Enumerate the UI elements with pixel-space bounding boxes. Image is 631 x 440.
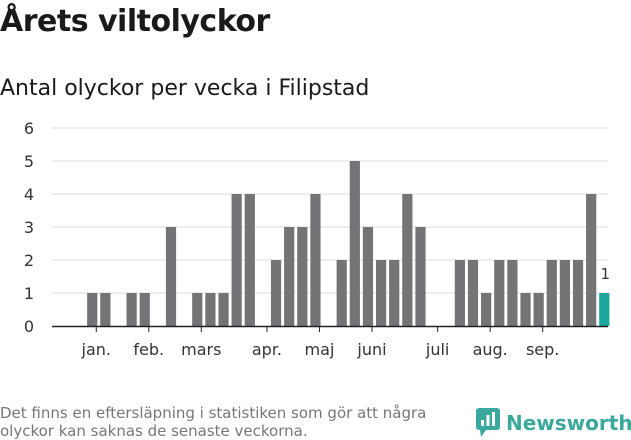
bar [192,293,203,326]
bar [586,194,597,326]
y-axis-ticks: 0 1 2 3 4 5 6 [24,119,34,336]
bar [270,260,282,326]
bar [165,227,177,326]
bar-current-week [599,293,610,326]
x-tick-label: aug. [473,340,508,359]
chart-title: Årets viltolyckor [0,4,270,39]
bar [297,227,308,326]
bar [481,293,492,326]
x-axis-ticks: jan. feb. mars apr. maj juni juli aug. sep. [81,326,559,359]
brand-name: Newsworthy [506,411,631,435]
grid-lines [52,127,608,294]
bar [205,293,216,326]
bar [494,260,505,326]
x-tick-label: mars [181,340,221,359]
brand-logo[interactable]: Newsworthy [476,408,631,438]
bars [87,161,610,326]
bar [454,260,465,326]
x-tick-label: juli [425,340,449,359]
bar [546,260,557,326]
bar [87,293,98,326]
y-tick-label: 1 [24,284,34,303]
bar-chart: 0 1 2 3 4 5 6 jan. feb. mars apr. maj juni juli aug. s… [24,119,611,359]
bar [375,260,387,326]
bar [349,161,360,326]
y-tick-label: 5 [24,152,34,171]
bar [572,260,584,326]
bar [284,227,295,326]
bar [402,194,413,326]
y-tick-label: 4 [24,185,34,204]
bar [126,293,137,326]
bar [218,293,229,326]
bar [362,227,374,326]
bar [533,293,544,326]
y-tick-label: 6 [24,119,34,138]
y-tick-label: 2 [24,251,34,270]
x-tick-label: juni [356,340,386,359]
y-tick-label: 3 [24,218,34,237]
bar [559,260,571,326]
bar [467,260,479,326]
bar [310,194,321,326]
x-tick-label: apr. [252,340,282,359]
x-tick-label: sep. [526,340,559,359]
bar [139,293,150,326]
y-tick-label: 0 [24,317,34,336]
bar [244,194,255,326]
x-tick-label: maj [305,340,335,359]
bar [100,293,111,326]
x-tick-label: jan. [81,340,111,359]
newsworthy-logo-icon [476,408,500,437]
x-tick-label: feb. [133,340,164,359]
last-bar-data-label: 1 [601,265,611,283]
footnote: Det finns en eftersläpning i statistiken… [0,404,427,440]
bar [520,293,531,326]
chart-subtitle: Antal olyckor per vecka i Filipstad [0,76,370,101]
bar [231,194,242,326]
bar [415,227,426,326]
bar [336,260,347,326]
bar [507,260,518,326]
bar [389,260,400,326]
